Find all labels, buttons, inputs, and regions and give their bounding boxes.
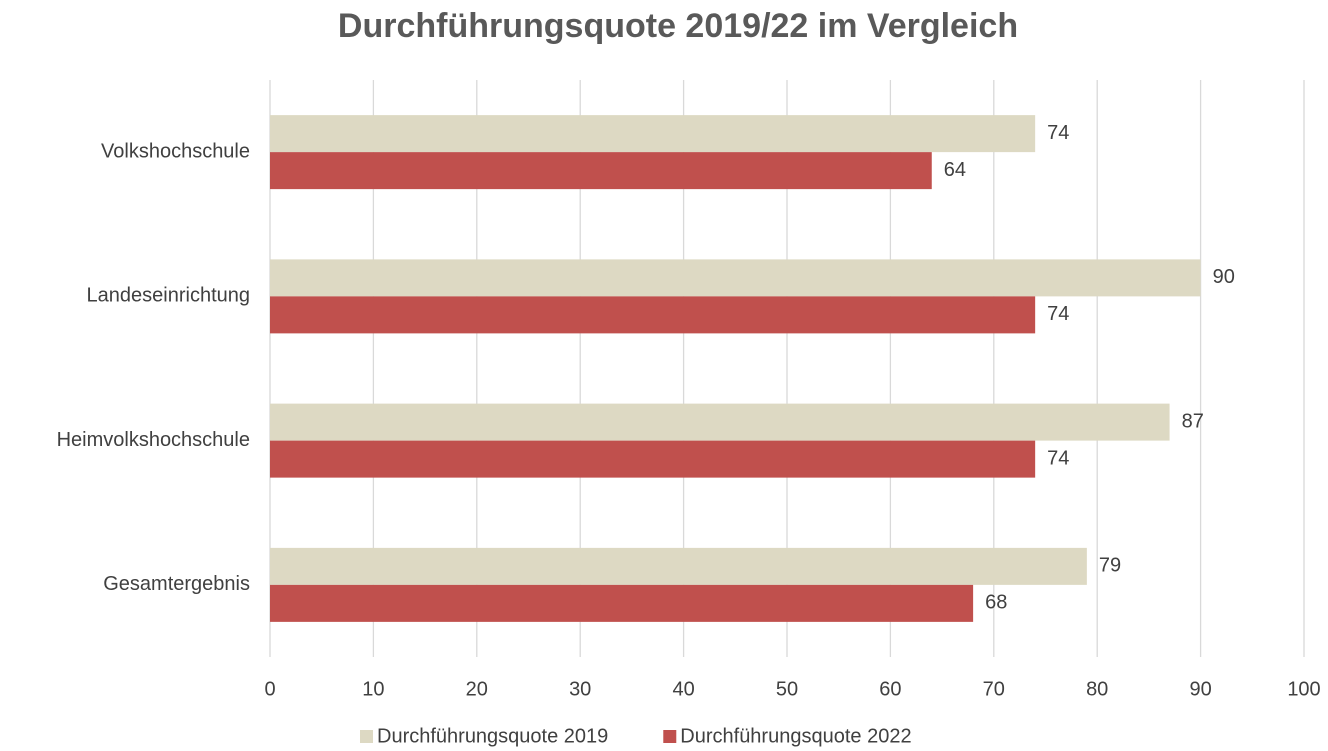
data-label: 74 — [1047, 447, 1069, 469]
x-tick-label: 30 — [569, 678, 591, 700]
x-tick-label: 20 — [466, 678, 488, 700]
data-label: 90 — [1213, 266, 1235, 288]
x-tick-label: 50 — [776, 678, 798, 700]
y-tick-label: Landeseinrichtung — [87, 285, 250, 307]
legend-swatch — [663, 730, 677, 743]
y-tick-label: Heimvolkshochschule — [57, 429, 250, 451]
x-tick-label: 60 — [879, 678, 901, 700]
chart-title: Durchführungsquote 2019/22 im Vergleich — [338, 7, 1018, 45]
bar — [270, 403, 1170, 441]
x-tick-label: 70 — [983, 678, 1005, 700]
bar — [270, 547, 1087, 585]
x-tick-label: 80 — [1086, 678, 1108, 700]
x-tick-label: 90 — [1189, 678, 1211, 700]
bar — [270, 584, 974, 622]
data-label: 68 — [985, 592, 1007, 614]
data-label: 64 — [944, 159, 966, 181]
y-tick-label: Volkshochschule — [101, 140, 250, 162]
x-tick-label: 10 — [362, 678, 384, 700]
bar — [270, 152, 932, 190]
data-label: 87 — [1182, 410, 1204, 432]
bar — [270, 440, 1036, 478]
data-label: 79 — [1099, 555, 1121, 577]
x-tick-label: 40 — [672, 678, 694, 700]
y-tick-label: Gesamtergebnis — [103, 573, 250, 595]
bar — [270, 296, 1036, 334]
bar — [270, 115, 1036, 153]
x-tick-label: 100 — [1287, 678, 1320, 700]
data-label: 74 — [1047, 303, 1069, 325]
data-label: 74 — [1047, 122, 1069, 144]
legend-swatch — [360, 730, 373, 743]
x-tick-label: 0 — [264, 678, 275, 700]
legend-label: Durchführungsquote 2019 — [377, 725, 608, 747]
bar — [270, 259, 1201, 297]
legend-label: Durchführungsquote 2022 — [680, 725, 911, 747]
